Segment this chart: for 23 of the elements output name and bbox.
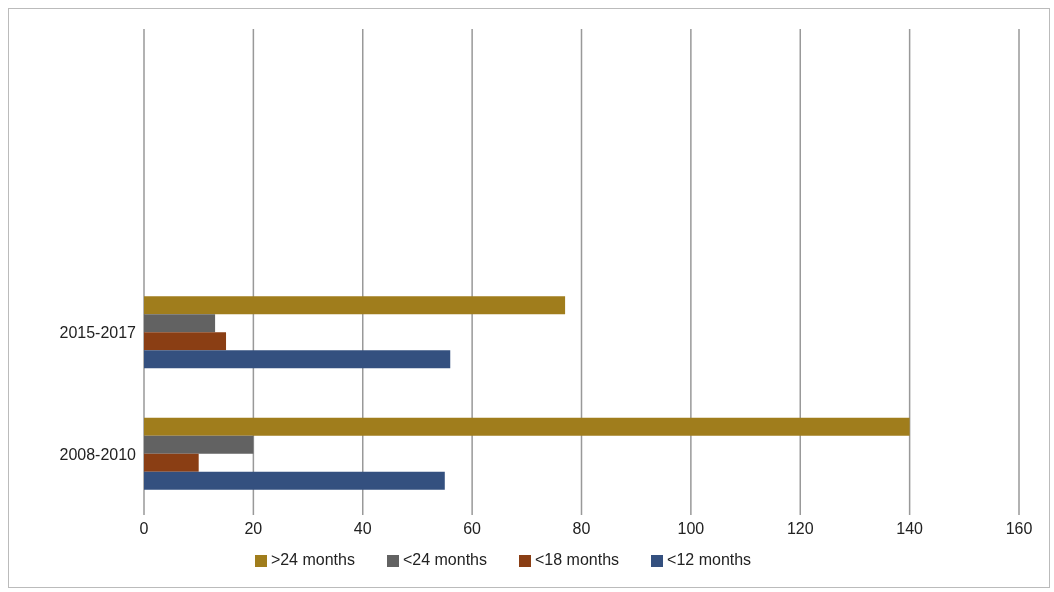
bar	[144, 296, 566, 315]
bar	[144, 471, 445, 490]
x-tick-label: 0	[139, 520, 149, 538]
x-tick-label: 140	[896, 520, 924, 538]
bar	[144, 314, 216, 333]
x-tick-label: 100	[677, 520, 705, 538]
x-tick-label: 40	[353, 520, 372, 538]
bar	[144, 453, 199, 472]
legend-label: <12 months	[667, 551, 752, 568]
legend-label: <24 months	[402, 551, 487, 568]
x-tick-label: 80	[572, 520, 591, 538]
bar	[144, 350, 451, 369]
legend-label: <18 months	[535, 551, 620, 568]
x-tick-label: 120	[786, 520, 814, 538]
y-tick-label: 2015-2017	[59, 324, 137, 342]
x-tick-label: 160	[1005, 520, 1033, 538]
x-tick-label: 20	[244, 520, 263, 538]
legend-label: >24 months	[270, 551, 355, 568]
y-tick-label: 2008-2010	[59, 445, 137, 463]
bar	[144, 417, 910, 436]
bar	[144, 332, 227, 351]
x-tick-label: 60	[463, 520, 482, 538]
bar	[144, 435, 254, 454]
